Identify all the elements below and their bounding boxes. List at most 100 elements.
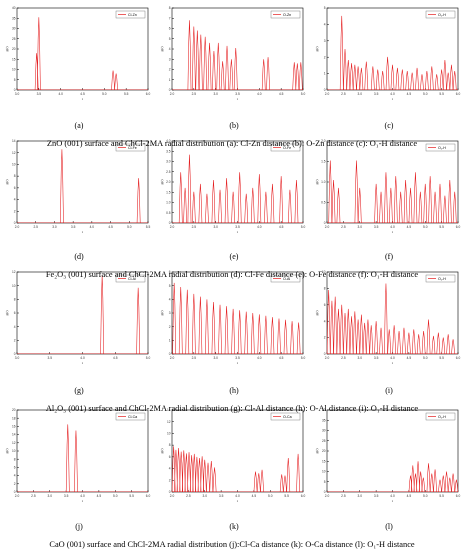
chart-svg-h: 2.0 2.5 3.0 3.5 4.0 4.5 5.0 0 1 2 3 4 5 6 g(r) r O-Al (160, 270, 305, 365)
rdf-peak (290, 321, 294, 355)
y-tick-label: 14 (12, 433, 16, 437)
x-tick-label: 2.0 (15, 494, 20, 498)
x-tick-label: 3.0 (48, 494, 53, 498)
y-tick-label: 25 (322, 439, 326, 443)
rdf-peak (384, 172, 388, 224)
rdf-peak (200, 456, 204, 493)
y-tick-label: 2 (14, 209, 16, 213)
rdf-peak (452, 191, 457, 224)
chart-svg-d: 2.0 2.5 3.0 3.5 4.0 4.5 5.0 5.5 0 2 4 6 8 10 12 14 g(r) r… (5, 139, 150, 234)
rdf-peak (410, 72, 414, 91)
plot-frame (171, 140, 304, 224)
rdf-peak (250, 187, 255, 224)
rdf-peak (172, 282, 177, 355)
x-axis-label: r (392, 97, 394, 101)
legend-label: O-Ca (283, 415, 292, 419)
rdf-peak (202, 459, 207, 493)
rdf-peak (298, 62, 303, 91)
x-tick-label: 5.0 (423, 356, 428, 360)
y-tick-label: 0 (169, 88, 171, 92)
x-axis-label: r (82, 97, 84, 101)
rdf-peak (283, 475, 287, 493)
x-tick-label: 3.0 (213, 356, 218, 360)
rdf-peak (433, 191, 437, 224)
x-tick-label: 2.0 (15, 225, 20, 229)
y-tick-label: 8 (14, 457, 16, 461)
legend-label: O₁-H (438, 277, 446, 281)
y-tick-label: 0 (169, 490, 171, 494)
rdf-peak (294, 180, 299, 224)
chart-svg-k: 2.0 2.5 3.0 3.5 4.0 4.5 5.0 5.5 6.0 0 2 4 6 8 10 12 14 g(… (160, 408, 305, 503)
rdf-peak (279, 176, 284, 224)
rdf-peak (224, 306, 229, 355)
x-tick-label: 3.0 (358, 92, 363, 96)
rdf-peak (343, 48, 347, 91)
rdf-peak (374, 321, 378, 355)
x-tick-label: 4.0 (90, 225, 95, 229)
legend-label: O-Al (283, 277, 290, 281)
rdf-peak (451, 473, 455, 493)
y-tick-label: 4 (169, 47, 171, 51)
y-tick-label: 10 (12, 68, 16, 72)
rdf-peak (359, 314, 364, 355)
x-tick-label: 4.0 (390, 92, 395, 96)
rdf-peak (416, 461, 420, 493)
rdf-peak (357, 187, 362, 224)
y-axis-label: g(r) (315, 310, 319, 315)
x-tick-label: 2.5 (341, 225, 346, 229)
chart-svg-c: 2.0 2.5 3.0 3.5 4.0 4.5 5.0 5.5 6.0 0 1 2 3 4 5 g(r) r O₁… (315, 6, 460, 101)
chart-svg-f: 2.0 2.5 3.0 3.5 4.0 4.5 5.0 5.5 6.0 0 0.5 1.0 1.5 2.0… (315, 139, 460, 234)
panel-label-i: (i) (385, 386, 393, 395)
chart-panel-b: 2.0 2.5 3.0 3.5 4.0 4.5 5.0 0 1 2 3 4 5 6 7 8 g(r) r O-Zn (160, 4, 308, 104)
legend-box (270, 274, 301, 283)
rdf-peak (74, 430, 78, 493)
x-axis-label: r (237, 97, 239, 101)
y-tick-label: 1 (169, 78, 171, 82)
y-tick-label: 8 (169, 443, 171, 447)
rdf-peak (339, 15, 344, 91)
y-tick-label: 4 (324, 319, 326, 323)
caption-row-2: Fe₂O₃ (001) surface and ChCl-2MA radial … (45, 270, 419, 279)
y-axis-label: g(r) (5, 46, 9, 51)
rdf-peak (413, 172, 418, 224)
chart-svg-i: 2.0 2.5 3.0 3.5 4.0 4.5 5.0 5.5 6.0 0 2 4 6 8 10 g(r) r O… (315, 270, 460, 365)
x-tick-label: 5.0 (423, 92, 428, 96)
x-tick-label: 3.5 (374, 225, 379, 229)
x-tick-label: 3.5 (64, 494, 69, 498)
x-tick-label: 3.5 (374, 92, 379, 96)
rdf-peak (187, 20, 192, 91)
y-tick-label: 10 (167, 432, 171, 436)
rdf-peak (405, 71, 410, 91)
rdf-peak (212, 51, 216, 91)
rdf-peak (447, 180, 452, 224)
y-tick-label: 0.5 (321, 201, 326, 205)
chart-panel-l: 2.0 2.5 3.0 3.5 4.0 4.5 5.0 5.5 6.0 0 5 10 15 20 25 30 3… (315, 406, 463, 506)
y-tick-label: 10 (12, 163, 16, 167)
x-tick-label: 3.5 (48, 356, 53, 360)
x-tick-label: 2.0 (325, 494, 330, 498)
x-tick-label: 5.5 (124, 92, 129, 96)
y-tick-label: 8 (14, 297, 16, 301)
plot-frame (326, 271, 459, 355)
rdf-peak (65, 424, 70, 493)
rdf-peak (411, 329, 416, 355)
rdf-peak (203, 36, 208, 91)
legend-box (270, 143, 301, 152)
y-tick-label: 2 (169, 68, 171, 72)
plot-frame (171, 271, 304, 355)
y-tick-label: 25 (12, 37, 16, 41)
rdf-peak (179, 451, 184, 493)
y-tick-label: 3 (324, 39, 326, 43)
y-tick-label: 35 (322, 418, 326, 422)
rdf-peak (237, 172, 242, 224)
x-axis-label: r (392, 361, 394, 365)
y-axis-label: g(r) (160, 46, 164, 51)
x-tick-label: 3.0 (358, 494, 363, 498)
y-tick-label: 3 (169, 57, 171, 61)
x-tick-label: 2.5 (192, 356, 197, 360)
panel-label-g: (g) (74, 386, 84, 395)
x-tick-label: 5.5 (129, 494, 134, 498)
y-tick-label: 4 (169, 297, 171, 301)
rdf-peak (328, 160, 333, 224)
y-tick-label: 8 (169, 6, 171, 10)
